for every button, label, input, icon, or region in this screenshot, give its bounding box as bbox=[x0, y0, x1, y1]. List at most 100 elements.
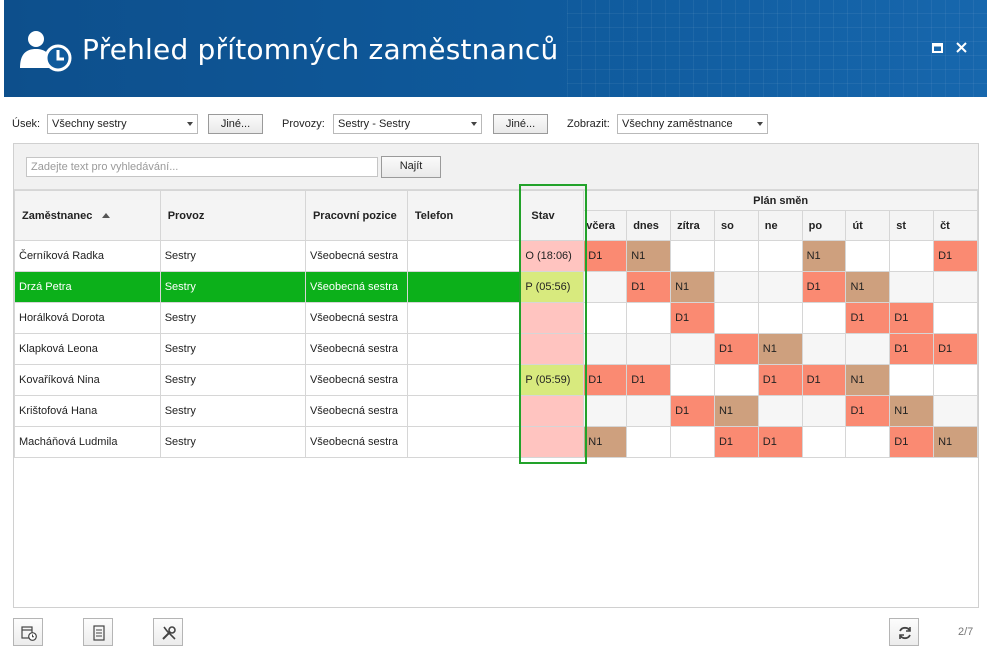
table-row[interactable]: Macháňová Ludmila Sestry Všeobecná sestra N… bbox=[14, 426, 978, 458]
day-header: ne bbox=[757, 210, 803, 241]
zobrazit-label: Zobrazit: bbox=[567, 118, 610, 130]
shift-cell bbox=[583, 302, 628, 334]
employee-name: Kovaříková Nina bbox=[14, 364, 161, 396]
shift-cell bbox=[757, 302, 803, 334]
shift-cell bbox=[933, 271, 978, 303]
provozy-label: Provozy: bbox=[282, 118, 325, 130]
shift-cell: D1 bbox=[933, 240, 978, 272]
search-bar: Zadejte text pro vyhledávání... Najít bbox=[14, 144, 978, 190]
phone-cell bbox=[406, 271, 522, 303]
shift-cell bbox=[933, 364, 978, 396]
provozy-other-button[interactable]: Jiné... bbox=[493, 114, 548, 134]
shift-cell bbox=[757, 271, 803, 303]
shift-cell: N1 bbox=[889, 395, 935, 427]
shift-cell bbox=[757, 240, 803, 272]
shift-cell: N1 bbox=[801, 240, 847, 272]
shift-cell bbox=[670, 364, 715, 396]
shift-cell bbox=[670, 240, 715, 272]
position-cell: Všeobecná sestra bbox=[304, 271, 408, 303]
employee-name: Klapková Leona bbox=[14, 333, 161, 365]
shift-cell bbox=[889, 271, 935, 303]
shift-cell: D1 bbox=[670, 302, 715, 334]
shift-cell bbox=[713, 271, 759, 303]
usek-combo[interactable]: Všechny sestry bbox=[47, 114, 198, 134]
shift-cell bbox=[845, 333, 891, 365]
shift-cell: D1 bbox=[626, 271, 672, 303]
refresh-button[interactable] bbox=[889, 618, 919, 646]
zobrazit-combo[interactable]: Všechny zaměstnance bbox=[617, 114, 768, 134]
shift-cell bbox=[713, 240, 759, 272]
table-row[interactable]: Horálková Dorota Sestry Všeobecná sestra D1… bbox=[14, 302, 978, 334]
shift-cell bbox=[933, 302, 978, 334]
shift-cell bbox=[713, 302, 759, 334]
phone-cell bbox=[406, 426, 522, 458]
shift-cell: N1 bbox=[845, 364, 891, 396]
chevron-down-icon bbox=[757, 122, 763, 126]
employee-name: Černíková Radka bbox=[14, 240, 161, 272]
shift-cell: N1 bbox=[713, 395, 759, 427]
document-button[interactable] bbox=[83, 618, 113, 646]
column-header-label: Zaměstnanec bbox=[22, 209, 93, 222]
position-cell: Všeobecná sestra bbox=[304, 364, 408, 396]
column-header-employee[interactable]: Zaměstnanec bbox=[14, 190, 161, 241]
column-header-stav[interactable]: Stav bbox=[520, 190, 585, 241]
provoz-cell: Sestry bbox=[159, 333, 306, 365]
calendar-clock-button[interactable] bbox=[13, 618, 43, 646]
table-row[interactable]: Černíková Radka Sestry Všeobecná sestra O (… bbox=[14, 240, 978, 272]
search-input[interactable]: Zadejte text pro vyhledávání... bbox=[26, 157, 378, 177]
maximize-icon[interactable] bbox=[930, 40, 946, 56]
title-bar: Přehled přítomných zaměstnanců bbox=[4, 0, 987, 97]
filter-bar: Úsek: Všechny sestry Jiné... Provozy: Se… bbox=[12, 114, 982, 134]
column-header-position[interactable]: Pracovní pozice bbox=[304, 190, 408, 241]
provoz-cell: Sestry bbox=[159, 395, 306, 427]
shift-cell: N1 bbox=[757, 333, 803, 365]
shift-cell: D1 bbox=[845, 302, 891, 334]
employee-name: Horálková Dorota bbox=[14, 302, 161, 334]
table-row[interactable]: Drzá Petra Sestry Všeobecná sestra P (05:56… bbox=[14, 271, 978, 303]
stav-cell: O (18:06) bbox=[520, 240, 585, 272]
day-header: čt bbox=[933, 210, 978, 241]
phone-cell bbox=[406, 395, 522, 427]
column-header-provoz[interactable]: Provoz bbox=[159, 190, 306, 241]
provoz-cell: Sestry bbox=[159, 271, 306, 303]
usek-other-button[interactable]: Jiné... bbox=[208, 114, 263, 134]
shift-cell: D1 bbox=[845, 395, 891, 427]
phone-cell bbox=[406, 333, 522, 365]
shift-cell: D1 bbox=[933, 333, 978, 365]
usek-value: Všechny sestry bbox=[52, 118, 127, 130]
find-button[interactable]: Najít bbox=[381, 156, 441, 178]
table-row[interactable]: Klapková Leona Sestry Všeobecná sestra D1 N1… bbox=[14, 333, 978, 365]
column-header-phone[interactable]: Telefon bbox=[406, 190, 522, 241]
shift-cell: D1 bbox=[757, 426, 803, 458]
provozy-combo[interactable]: Sestry - Sestry bbox=[333, 114, 482, 134]
shift-cell bbox=[713, 364, 759, 396]
provoz-cell: Sestry bbox=[159, 426, 306, 458]
shift-cell: N1 bbox=[933, 426, 978, 458]
stav-cell: P (05:59) bbox=[520, 364, 585, 396]
phone-cell bbox=[406, 240, 522, 272]
shift-cell bbox=[889, 240, 935, 272]
phone-cell bbox=[406, 364, 522, 396]
shift-cell: D1 bbox=[889, 333, 935, 365]
table-row[interactable]: Kovaříková Nina Sestry Všeobecná sestra P (… bbox=[14, 364, 978, 396]
provoz-cell: Sestry bbox=[159, 364, 306, 396]
page-indicator: 2/7 bbox=[958, 626, 974, 638]
person-clock-icon bbox=[20, 31, 72, 72]
employee-name: Krištofová Hana bbox=[14, 395, 161, 427]
provozy-value: Sestry - Sestry bbox=[338, 118, 411, 130]
search-placeholder: Zadejte text pro vyhledávání... bbox=[31, 161, 179, 173]
chevron-down-icon bbox=[187, 122, 193, 126]
shift-cell bbox=[626, 426, 672, 458]
employees-panel: Zadejte text pro vyhledávání... Najít Za… bbox=[13, 143, 979, 608]
shift-cell bbox=[626, 302, 672, 334]
tools-button[interactable] bbox=[153, 618, 183, 646]
close-icon[interactable] bbox=[954, 40, 970, 56]
position-cell: Všeobecná sestra bbox=[304, 395, 408, 427]
stav-cell bbox=[520, 426, 585, 458]
usek-label: Úsek: bbox=[12, 118, 41, 130]
shift-cell: D1 bbox=[757, 364, 803, 396]
zobrazit-value: Všechny zaměstnance bbox=[622, 118, 733, 130]
table-row[interactable]: Krištofová Hana Sestry Všeobecná sestra D1 N… bbox=[14, 395, 978, 427]
shift-cell: N1 bbox=[670, 271, 715, 303]
employees-table: Zaměstnanec Provoz Pracovní pozice Telef… bbox=[14, 190, 978, 458]
